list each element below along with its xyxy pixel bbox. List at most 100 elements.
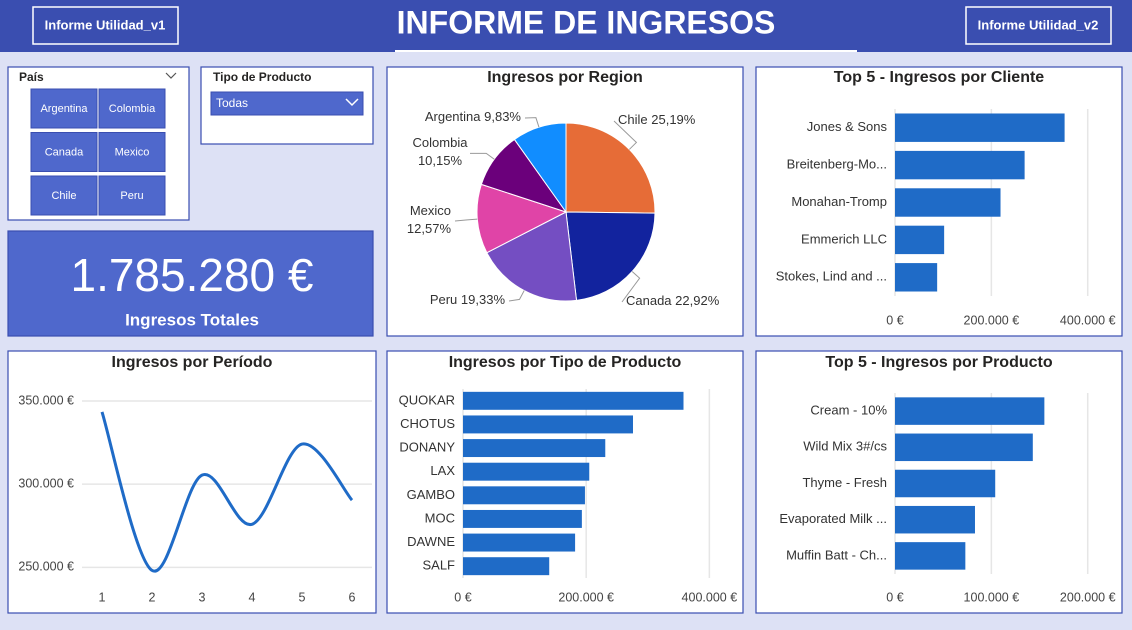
slicer-option[interactable]: Peru (98, 175, 166, 216)
pie-label: Chile 25,19% (618, 112, 696, 127)
slicer-title: Tipo de Producto (213, 70, 311, 84)
slicer-option[interactable]: Colombia (98, 88, 166, 129)
pie-slice (513, 122, 567, 214)
pie-slice (476, 183, 568, 254)
category-label: LAX (430, 463, 455, 478)
category-label: Thyme - Fresh (802, 475, 887, 490)
bar (895, 150, 1025, 180)
chart-title: Ingresos por Region (487, 69, 643, 86)
chart-title: Top 5 - Ingresos por Producto (825, 354, 1052, 371)
chart-panel (7, 350, 377, 614)
pie-label-category: Argentina (425, 109, 481, 124)
pie-label-category: Peru (430, 292, 457, 307)
nav-button[interactable]: Informe Utilidad_v1 (32, 6, 179, 45)
dropdown-value[interactable]: Todas (216, 96, 248, 110)
dropdown[interactable] (210, 91, 364, 116)
kpi-card (7, 230, 374, 337)
bar (463, 415, 633, 434)
category-label: Breitenberg-Mo... (787, 157, 887, 172)
pie-slice (486, 211, 578, 302)
y-tick-label: 350.000 € (18, 393, 74, 407)
x-tick-label: 0 € (886, 313, 903, 327)
x-tick-label: 200.000 € (964, 313, 1020, 327)
pie-label-category: Colombia (413, 135, 469, 150)
x-tick-label: 4 (249, 590, 256, 604)
pie-label-category: Chile (618, 112, 648, 127)
option-label[interactable]: Peru (120, 190, 143, 202)
dropdown-chevron[interactable] (345, 98, 359, 107)
x-tick-label: 400.000 € (682, 590, 738, 604)
bar (895, 188, 1001, 217)
x-tick-label: 0 € (454, 590, 471, 604)
leader-line (454, 218, 478, 222)
pie-label-value: 9,83% (484, 109, 521, 124)
category-label: DAWNE (407, 534, 455, 549)
category-label: MOC (425, 510, 455, 525)
x-tick-label: 5 (299, 590, 306, 604)
kpi-value: 1.785.280 € (70, 249, 313, 301)
nav-button[interactable]: Informe Utilidad_v2 (965, 6, 1112, 45)
pie-label-value: 12,57% (407, 221, 452, 236)
bar (463, 439, 606, 458)
option-label[interactable]: Colombia (109, 103, 156, 115)
leader-line (524, 117, 540, 128)
category-label: Cream - 10% (810, 403, 887, 418)
bar (895, 469, 996, 498)
bar (895, 433, 1033, 462)
bar (463, 509, 582, 528)
x-tick-label: 0 € (886, 590, 903, 604)
leader-line (470, 152, 495, 160)
x-tick-label: 3 (199, 590, 206, 604)
slicer-option[interactable]: Argentina (30, 88, 98, 129)
chart-title: Top 5 - Ingresos por Cliente (834, 69, 1044, 86)
pie-label-value: 22,92% (675, 293, 720, 308)
kpi-label: Ingresos Totales (125, 310, 259, 329)
bar (463, 486, 585, 505)
category-label: DONANY (399, 440, 455, 455)
y-tick-label: 300.000 € (18, 476, 74, 490)
pie-label: Colombia 10,15% (413, 135, 469, 168)
pie-label: Argentina 9,83% (425, 109, 522, 124)
x-tick-label: 100.000 € (964, 590, 1020, 604)
button-label[interactable]: Informe Utilidad_v1 (45, 17, 166, 32)
chart-title: Ingresos por Tipo de Producto (449, 354, 682, 371)
bar (895, 542, 966, 570)
option-button[interactable] (98, 175, 166, 216)
slicer-option[interactable]: Mexico (98, 132, 166, 172)
leader-line (613, 120, 638, 150)
pie-label-category: Canada (626, 293, 672, 308)
category-label: Wild Mix 3#/cs (803, 439, 887, 454)
bar (895, 505, 975, 534)
option-button[interactable] (30, 88, 98, 129)
line-series (100, 411, 354, 573)
slicer-option[interactable]: Chile (30, 175, 98, 216)
category-label: Evaporated Milk ... (779, 511, 887, 526)
option-button[interactable] (98, 132, 166, 172)
category-label: GAMBO (407, 487, 455, 502)
pie-label-value: 25,19% (651, 112, 696, 127)
slicer-option[interactable]: Canada (30, 132, 98, 172)
button-frame[interactable] (32, 6, 179, 45)
leader-line (621, 271, 641, 303)
option-label[interactable]: Mexico (115, 146, 150, 158)
slicer-title: País (19, 70, 44, 84)
category-label: Jones & Sons (807, 119, 888, 134)
button-frame[interactable] (965, 6, 1112, 45)
header-bar (0, 0, 1132, 52)
option-button[interactable] (98, 88, 166, 129)
option-label[interactable]: Chile (51, 190, 76, 202)
option-label[interactable]: Canada (45, 146, 84, 158)
x-tick-label: 6 (349, 590, 356, 604)
option-button[interactable] (30, 175, 98, 216)
x-tick-label: 1 (99, 590, 106, 604)
pie-label-category: Mexico (410, 203, 451, 218)
x-tick-label: 200.000 € (1060, 590, 1116, 604)
button-label[interactable]: Informe Utilidad_v2 (978, 17, 1099, 32)
pie-label-value: 10,15% (418, 153, 463, 168)
option-label[interactable]: Argentina (40, 103, 88, 115)
option-button[interactable] (30, 132, 98, 172)
slicer-chevron[interactable] (165, 72, 177, 79)
chart-panel (386, 350, 744, 614)
bar (463, 391, 684, 410)
bar (895, 113, 1065, 142)
